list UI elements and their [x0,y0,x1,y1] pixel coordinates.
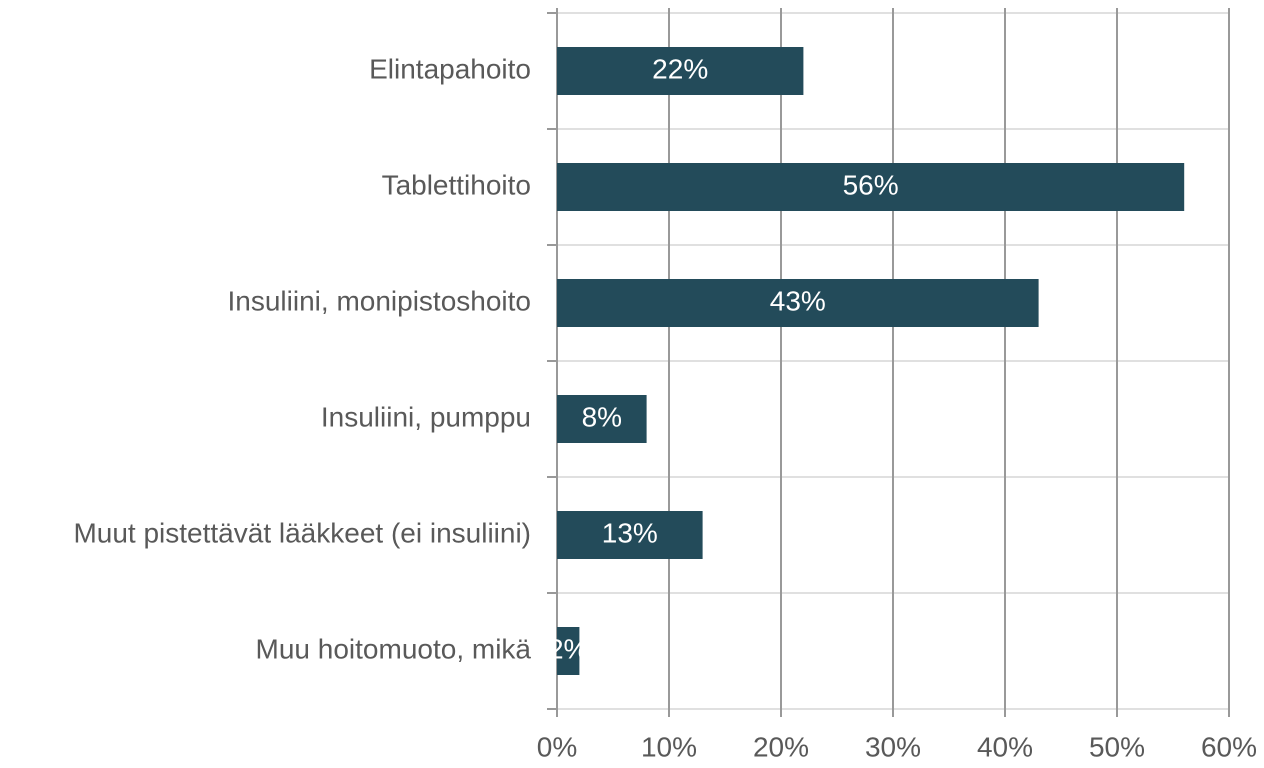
x-tick-label: 40% [977,731,1033,762]
bar [557,163,1185,211]
bar-label: 56% [843,169,899,200]
bar-label: 43% [770,285,826,316]
bar [557,395,647,443]
x-tick-label: 20% [753,731,809,762]
y-tick-label: Elintapahoito [369,53,531,84]
bar [557,627,580,675]
bar-label: 8% [582,401,622,432]
x-tick-label: 10% [641,731,697,762]
y-tick-label: Tablettihoito [382,169,531,200]
x-tick-label: 30% [865,731,921,762]
bar-label: 22% [652,53,708,84]
bar [557,279,1039,327]
y-tick-label: Muut pistettävät lääkkeet (ei insuliini) [73,517,531,548]
bar [557,511,703,559]
y-tick-label: Insuliini, pumppu [321,401,531,432]
x-tick-label: 50% [1089,731,1145,762]
x-tick-label: 60% [1201,731,1257,762]
x-tick-label: 0% [537,731,577,762]
y-tick-label: Muu hoitomuoto, mikä [256,633,532,664]
bar [557,47,804,95]
bar-label: 2% [548,633,588,664]
y-tick-label: Insuliini, monipistoshoito [228,285,532,316]
bar-label: 13% [602,517,658,548]
